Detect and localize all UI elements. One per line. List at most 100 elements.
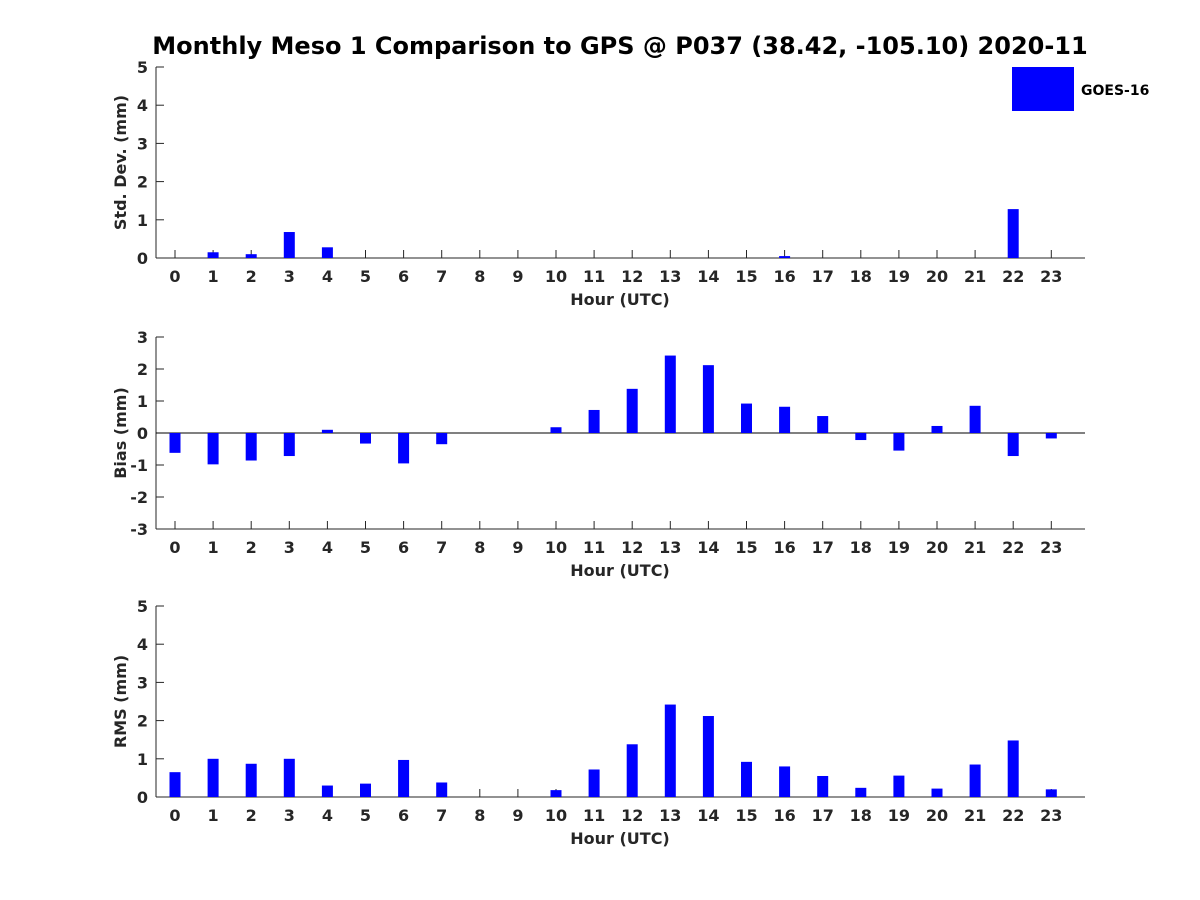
x-tick-label: 14 bbox=[697, 267, 719, 286]
x-tick-label: 0 bbox=[169, 806, 180, 825]
x-tick-label: 17 bbox=[812, 267, 834, 286]
bar bbox=[245, 254, 257, 258]
bar bbox=[1007, 209, 1019, 258]
x-tick-label: 18 bbox=[850, 267, 872, 286]
x-tick-label: 5 bbox=[360, 538, 371, 557]
legend: GOES-16 bbox=[1012, 67, 1149, 111]
x-tick-label: 9 bbox=[512, 267, 523, 286]
x-tick-label: 8 bbox=[474, 267, 485, 286]
bar bbox=[855, 433, 867, 441]
x-tick-label: 18 bbox=[850, 538, 872, 557]
bar bbox=[779, 256, 791, 258]
y-tick-label: 1 bbox=[137, 392, 148, 411]
x-axis-label: Hour (UTC) bbox=[570, 561, 670, 580]
x-tick-label: 7 bbox=[436, 538, 447, 557]
x-tick-label: 4 bbox=[322, 806, 333, 825]
x-tick-label: 7 bbox=[436, 806, 447, 825]
x-tick-label: 3 bbox=[284, 806, 295, 825]
x-tick-label: 20 bbox=[926, 806, 948, 825]
x-tick-label: 6 bbox=[398, 267, 409, 286]
x-tick-label: 8 bbox=[474, 806, 485, 825]
x-tick-label: 23 bbox=[1040, 538, 1062, 557]
x-tick-label: 16 bbox=[773, 267, 795, 286]
bar bbox=[817, 775, 829, 797]
bar bbox=[855, 787, 867, 797]
legend-label: GOES-16 bbox=[1081, 83, 1149, 99]
x-tick-label: 5 bbox=[360, 806, 371, 825]
x-tick-label: 19 bbox=[888, 538, 910, 557]
x-tick-label: 22 bbox=[1002, 267, 1024, 286]
bar bbox=[931, 425, 943, 433]
x-tick-label: 14 bbox=[697, 806, 719, 825]
x-tick-label: 1 bbox=[208, 806, 219, 825]
bar bbox=[245, 433, 257, 461]
y-tick-label: 2 bbox=[137, 712, 148, 731]
y-axis-label: RMS (mm) bbox=[111, 655, 130, 748]
y-tick-label: -1 bbox=[130, 456, 148, 475]
x-tick-label: 11 bbox=[583, 538, 605, 557]
x-tick-label: 10 bbox=[545, 806, 567, 825]
x-tick-label: 17 bbox=[812, 538, 834, 557]
y-tick-label: 4 bbox=[137, 635, 148, 654]
x-tick-label: 13 bbox=[659, 538, 681, 557]
x-tick-label: 22 bbox=[1002, 538, 1024, 557]
bar bbox=[893, 775, 905, 797]
x-tick-label: 9 bbox=[512, 538, 523, 557]
y-axis-label: Std. Dev. (mm) bbox=[111, 95, 130, 230]
x-tick-label: 22 bbox=[1002, 806, 1024, 825]
x-tick-label: 13 bbox=[659, 806, 681, 825]
bar bbox=[1045, 433, 1057, 439]
bar bbox=[664, 704, 676, 797]
bar bbox=[207, 433, 219, 465]
x-tick-label: 20 bbox=[926, 267, 948, 286]
x-tick-label: 12 bbox=[621, 806, 643, 825]
x-tick-label: 23 bbox=[1040, 806, 1062, 825]
bar bbox=[779, 406, 791, 433]
y-axis-label: Bias (mm) bbox=[111, 387, 130, 479]
bar bbox=[550, 427, 562, 433]
bar bbox=[436, 782, 448, 797]
x-tick-label: 21 bbox=[964, 806, 986, 825]
x-tick-label: 7 bbox=[436, 267, 447, 286]
bar bbox=[398, 759, 410, 797]
x-tick-label: 1 bbox=[208, 538, 219, 557]
y-tick-label: -3 bbox=[130, 520, 148, 539]
x-tick-label: 4 bbox=[322, 538, 333, 557]
bar bbox=[588, 769, 600, 797]
x-tick-label: 15 bbox=[735, 806, 757, 825]
x-tick-label: 19 bbox=[888, 267, 910, 286]
y-tick-label: 1 bbox=[137, 750, 148, 769]
x-tick-label: 15 bbox=[735, 267, 757, 286]
x-tick-label: 17 bbox=[812, 806, 834, 825]
y-tick-label: 3 bbox=[137, 134, 148, 153]
x-tick-label: 3 bbox=[284, 538, 295, 557]
chart-title: Monthly Meso 1 Comparison to GPS @ P037 … bbox=[152, 32, 1087, 60]
bar bbox=[893, 433, 905, 451]
x-tick-label: 16 bbox=[773, 538, 795, 557]
x-tick-label: 6 bbox=[398, 538, 409, 557]
x-tick-label: 13 bbox=[659, 267, 681, 286]
x-tick-label: 0 bbox=[169, 267, 180, 286]
bar bbox=[969, 405, 981, 433]
bar bbox=[702, 716, 714, 797]
x-tick-label: 4 bbox=[322, 267, 333, 286]
x-tick-label: 18 bbox=[850, 806, 872, 825]
y-tick-label: 0 bbox=[137, 249, 148, 268]
bar bbox=[283, 758, 295, 797]
bar bbox=[1007, 433, 1019, 457]
bar bbox=[169, 772, 181, 797]
x-tick-label: 6 bbox=[398, 806, 409, 825]
bar bbox=[626, 388, 638, 433]
x-tick-label: 2 bbox=[246, 806, 257, 825]
y-tick-label: 2 bbox=[137, 360, 148, 379]
y-tick-label: 3 bbox=[137, 328, 148, 347]
x-tick-label: 0 bbox=[169, 538, 180, 557]
x-tick-label: 20 bbox=[926, 538, 948, 557]
x-tick-label: 12 bbox=[621, 267, 643, 286]
x-tick-label: 14 bbox=[697, 538, 719, 557]
